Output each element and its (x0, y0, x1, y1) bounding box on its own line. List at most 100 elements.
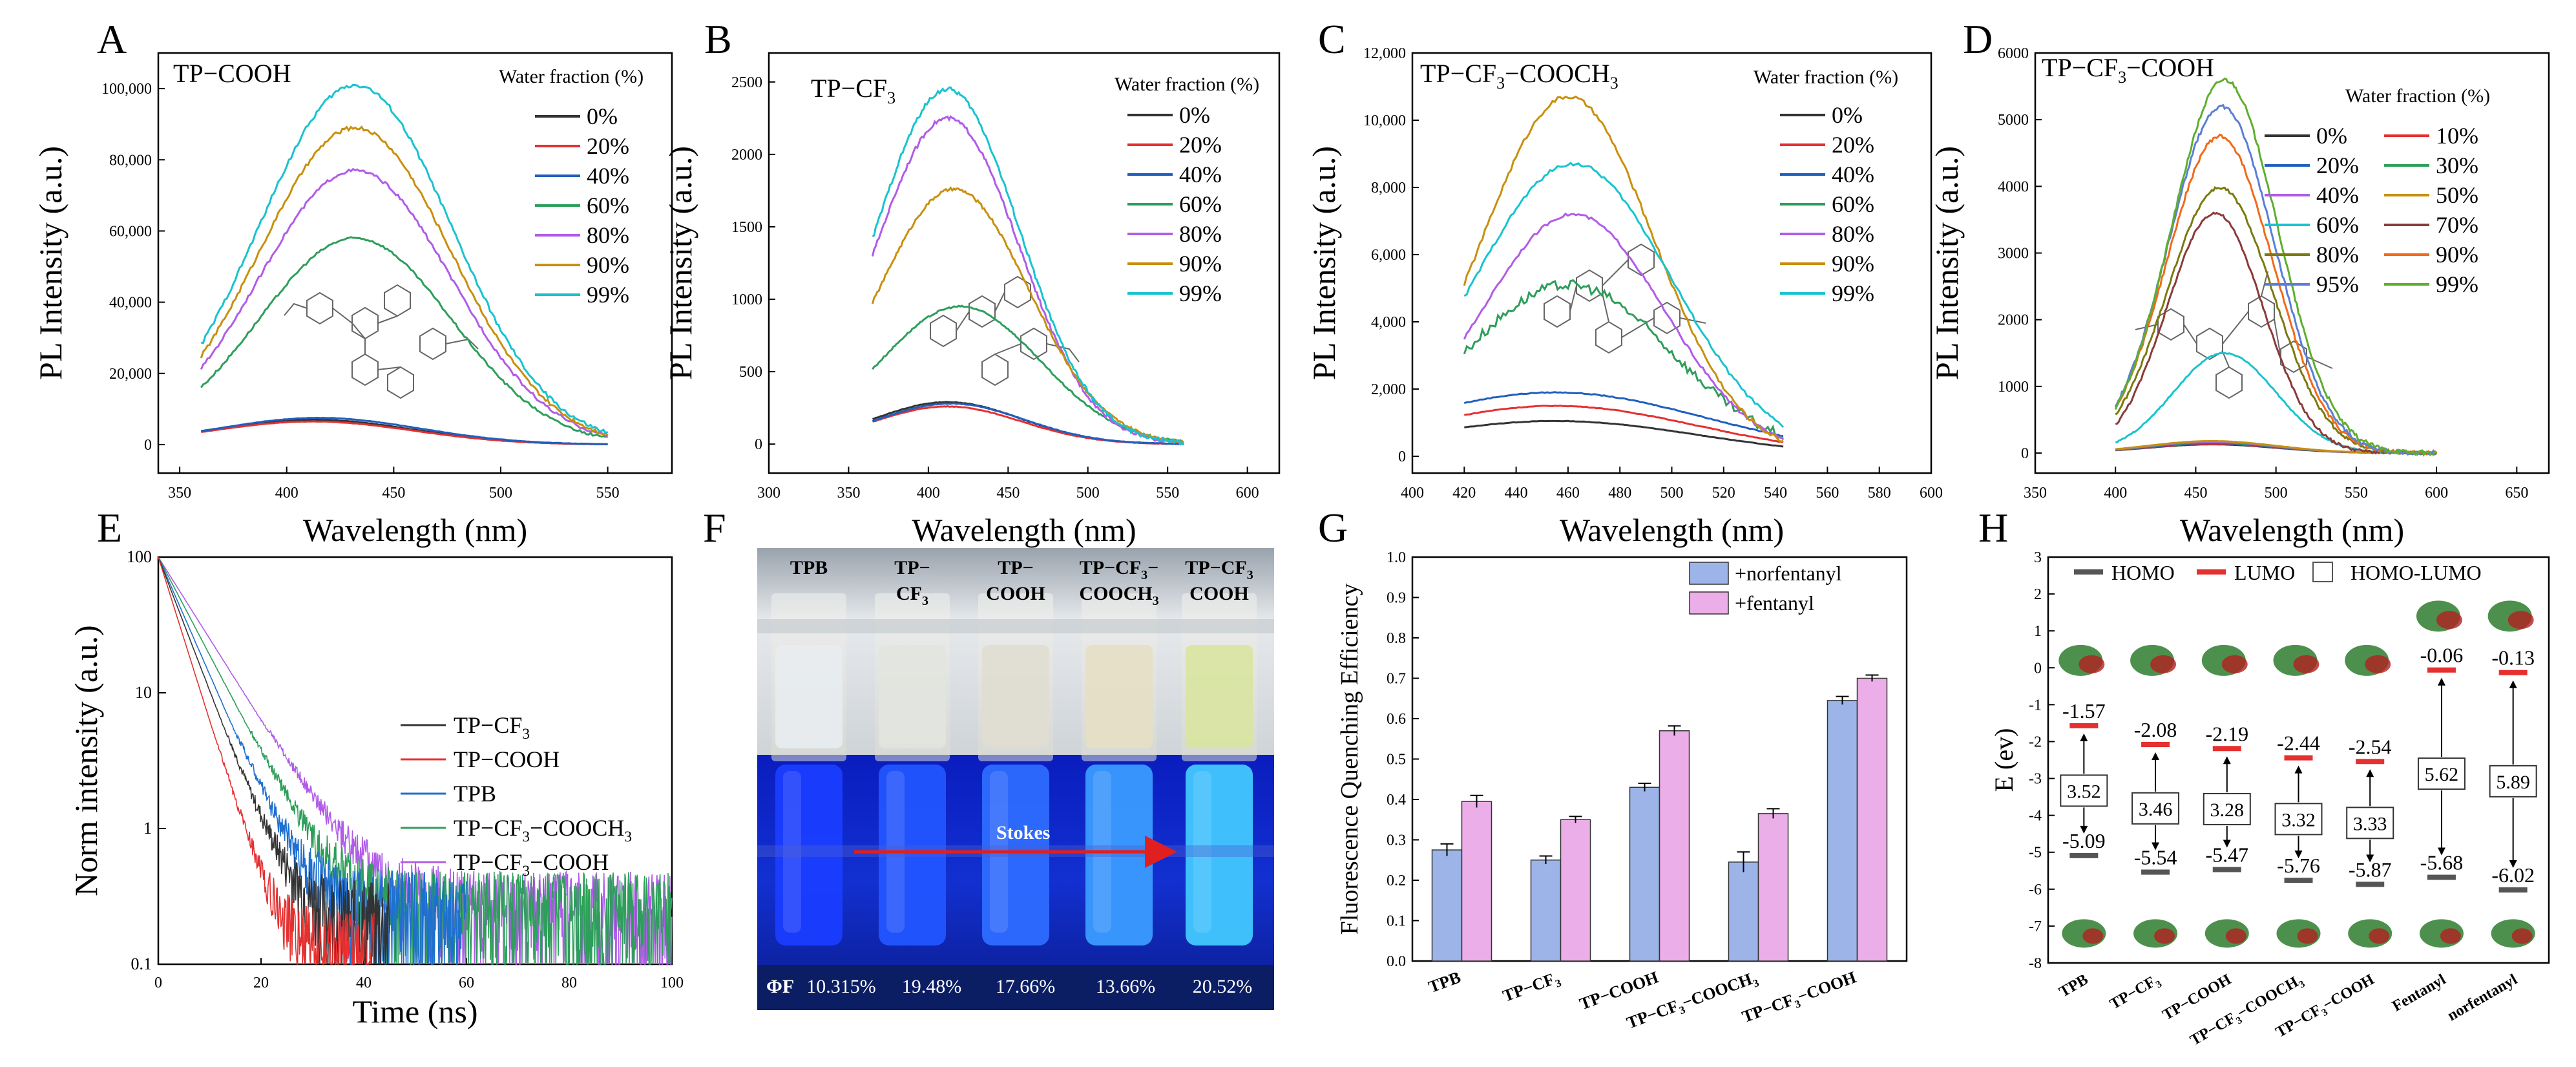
y-tick-label: 10 (135, 683, 152, 702)
legend-swatch (1689, 562, 1729, 585)
x-tick-label: 420 (1452, 485, 1476, 502)
gap-arrowhead (2223, 840, 2231, 848)
x-tick-label: 550 (2345, 485, 2368, 502)
legend-label: 90% (587, 252, 629, 278)
x-tick-label: 580 (1868, 485, 1891, 502)
gap-arrowhead (2223, 756, 2231, 765)
y-tick-label: 0.2 (1387, 872, 1406, 889)
legend-label: 60% (587, 193, 629, 218)
vial-glow-uv (775, 765, 843, 946)
spectrum-line-40pct (872, 402, 1184, 445)
compound-title-d: TP−CF3−COOH (2042, 53, 2214, 87)
x-axis-label: Wavelength (nm) (1560, 512, 1784, 548)
legend-label: 40% (1179, 162, 1222, 187)
y-tick-label: 0 (2021, 445, 2029, 462)
vial-photo-svg: Stokes ΦF 10.315% 19.48% 17.66% 13.66% 20.52… (757, 548, 1274, 1010)
gap-box (2131, 792, 2180, 825)
y-tick-label: 2 (2034, 586, 2042, 603)
homo-orbital-lobe (2297, 928, 2318, 944)
legend-label: 99% (1832, 280, 1874, 306)
homo-orbital-lobe (2440, 928, 2461, 944)
gap-arrowhead (2509, 680, 2517, 688)
x-tick-label: 300 (757, 485, 780, 502)
quantum-yield-value: 17.66% (996, 976, 1056, 997)
y-tick-label: 0.3 (1387, 832, 1406, 849)
y-axis-label: PL Intensity (a.u.) (662, 146, 698, 380)
y-tick-label: 0.1 (1387, 913, 1406, 930)
quantum-yield-value: 19.48% (902, 976, 962, 997)
gap-arrowhead (2437, 677, 2445, 686)
panel-b: B TP−CF3 Water fraction (%) 300 350 400 450… (662, 16, 1281, 548)
legend-label: TP−CF3 (454, 712, 530, 743)
y-tick-label: 0.1 (131, 955, 152, 973)
y-tick-label: 0 (755, 436, 762, 453)
vial-glow-uv (879, 765, 946, 946)
category-label: norfentanyl (2445, 971, 2520, 1025)
legend-label: 95% (2316, 271, 2359, 297)
legend-label: 40% (2316, 182, 2359, 208)
molecule-sketch-d (2135, 271, 2333, 399)
quantum-yield-value: 10.315% (806, 976, 876, 997)
spectrum-line-80pct (200, 167, 608, 437)
y-tick-label: 0.7 (1387, 671, 1406, 688)
gap-arrowhead (2509, 860, 2517, 868)
y-tick-label: -2 (2029, 734, 2042, 750)
legend-label: 60% (1832, 191, 1874, 217)
lumo-orbital-lobe (2436, 611, 2462, 629)
spectrum-line-90pct (872, 186, 1185, 445)
vial-glow-uv (1085, 765, 1153, 946)
lumo-value: -2.08 (2134, 718, 2177, 741)
x-tick-label: 500 (2265, 485, 2288, 502)
y-tick-label: 40,000 (109, 295, 152, 312)
y-axis-label: PL Intensity (a.u.) (1929, 146, 1965, 380)
rack-bar (757, 619, 1274, 633)
panel-e: E 0 20 40 60 80 100 0.1 1 10 100 Time (ns) Norm int… (68, 505, 684, 1030)
x-axis-label: Wavelength (nm) (303, 512, 527, 548)
vial-row (757, 593, 1274, 946)
gap-box (2060, 774, 2108, 807)
x-tick-label: 100 (660, 975, 684, 991)
legend-label: HOMO-LUMO (2351, 561, 2482, 584)
vial-glow-uv (982, 765, 1049, 946)
y-tick-label: 80,000 (109, 152, 152, 169)
legend-label: 80% (1179, 221, 1222, 247)
spectrum-line-80pct (872, 115, 1184, 446)
legend-label: 90% (2436, 242, 2478, 268)
molecule-sketch-a (284, 284, 479, 399)
category-label: TPB (2057, 971, 2091, 1001)
bar-norfentanyl (1827, 700, 1858, 962)
y-tick-label: 60,000 (109, 223, 152, 240)
plot-frame-e (157, 556, 673, 966)
panel-c: C TP−CF3−COOCH3 Water fraction (%) 400 42… (1306, 16, 1943, 548)
x-tick-label: 80 (561, 975, 577, 991)
gap-arrowhead (2080, 733, 2088, 741)
legend-title-d: Water fraction (%) (2345, 85, 2490, 107)
vial-highlight (783, 771, 801, 933)
legend-label: 0% (1179, 102, 1210, 128)
spectrum-line-60pct (200, 236, 608, 438)
spectrum-line-60pct (2115, 352, 2437, 455)
y-tick-label: 3 (2034, 549, 2042, 566)
homo-orbital-lobe (2369, 928, 2390, 944)
spectrum-line-40pct (201, 416, 608, 445)
y-tick-label: 0.0 (1387, 953, 1406, 970)
y-tick-label: 0 (144, 437, 152, 454)
legend-label: +fentanyl (1735, 591, 1814, 615)
legend-label: 10% (2436, 123, 2478, 149)
spectrum-line-20pct (872, 405, 1184, 445)
x-tick-label: 600 (1920, 485, 1943, 502)
homo-orbital-lobe (2225, 928, 2246, 944)
y-tick-label: 2500 (731, 74, 762, 91)
gap-arrowhead (2294, 765, 2303, 774)
x-tick-label: 520 (1712, 485, 1735, 502)
y-tick-label: 0.5 (1387, 752, 1406, 768)
bar-fentanyl (1659, 730, 1690, 962)
spectrum-line-80pct (1463, 212, 1784, 440)
y-tick-label: 500 (739, 364, 762, 381)
spectrum-line-0pct (1464, 419, 1784, 448)
x-tick-label: 350 (168, 485, 191, 502)
gap-box (2489, 765, 2537, 798)
lumo-value: -0.06 (2420, 644, 2464, 667)
x-tick-label: 400 (1401, 485, 1424, 502)
